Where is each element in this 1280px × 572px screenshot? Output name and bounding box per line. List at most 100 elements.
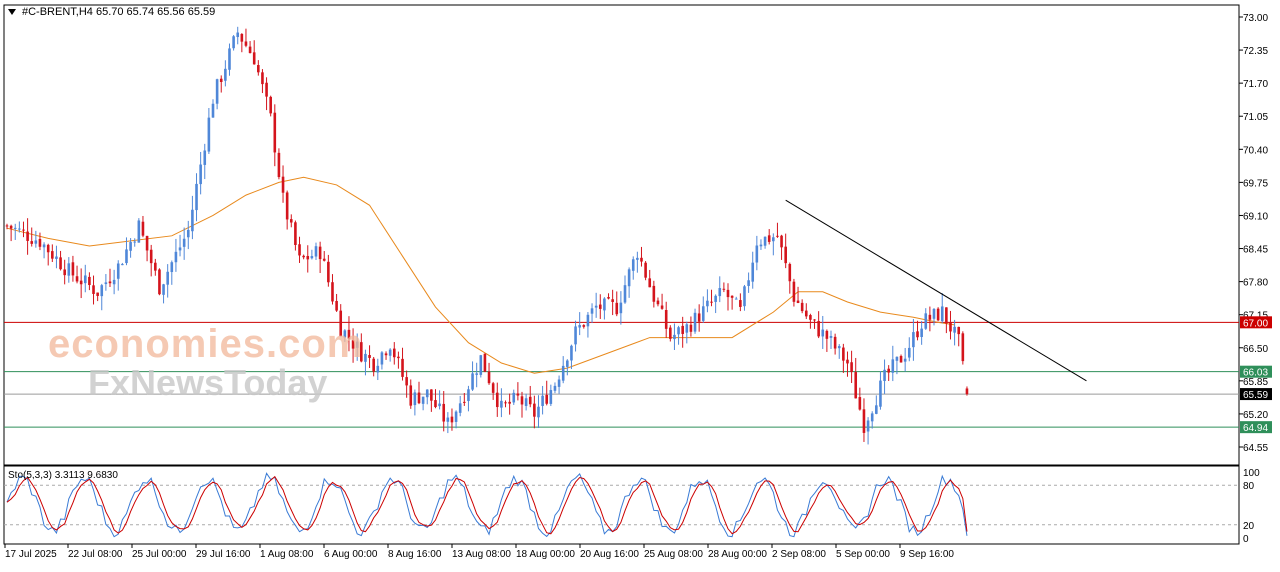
candle-body [660,305,664,309]
candle-body [722,288,726,290]
level-tag-label-resistance: 67.00 [1243,318,1268,329]
candle-body [277,152,281,178]
candle-body [792,281,796,302]
candle-body [186,229,190,238]
moving-average-group [6,176,955,374]
candle-body [891,359,895,373]
candle-body [916,331,919,338]
level-tag-resistance [1240,316,1272,329]
candle-body [582,325,586,327]
candle-body [51,251,54,259]
candle-body [170,262,174,273]
candle-body [228,48,231,70]
price-tick-label: 65.85 [1243,377,1268,388]
candle-body [772,237,775,242]
candle-body [508,401,511,404]
time-tick-label: 13 Aug 08:00 [452,549,511,560]
candle-body [450,416,454,423]
dropdown-triangle-icon[interactable] [8,9,16,16]
time-tick-label: 2 Sep 08:00 [772,549,826,560]
time-tick-label: 22 Jul 08:00 [68,549,123,560]
candle-body [116,263,120,279]
candle-body [162,284,165,295]
candle-body [479,355,483,375]
candle-body [833,336,837,349]
candle-body [627,269,631,287]
candle-body [203,150,207,165]
candle-body [364,353,367,362]
candle-body [100,285,104,297]
candle-body [578,325,581,328]
price-tick-label: 73.00 [1243,13,1268,24]
candle-body [149,249,153,264]
candle-body [318,246,322,260]
price-tick-label: 67.80 [1243,278,1268,289]
candle-body [244,41,248,46]
candle-body [63,269,66,276]
candle-body [524,398,528,406]
candle-body [829,336,833,338]
candle-body [533,403,536,417]
candle-body [590,308,594,314]
candle-body [112,279,116,285]
candle-body [141,221,145,236]
stochastic-group: 100 80 20 0 [4,468,1260,545]
candle-body [302,255,305,258]
candle-body [26,231,29,241]
candle-body [800,302,804,312]
candle-body [88,276,91,286]
candle-body [339,310,343,337]
candle-body [34,240,38,244]
candle-body [178,247,182,251]
candle-body [718,288,722,297]
candle-body [875,405,878,414]
candle-body [615,302,619,315]
time-tick-label: 25 Jul 00:00 [132,549,187,560]
level-tag-support-upper [1240,365,1272,378]
candle-body [809,315,812,320]
candle-body [434,400,437,408]
candle-body [257,65,260,73]
candle-body [520,396,524,405]
time-tick-label: 29 Jul 16:00 [196,549,251,560]
candle-body [454,411,458,422]
candle-body [75,276,79,282]
candle-body [557,379,561,387]
candle-body [767,235,771,242]
candle-body [631,259,635,271]
symbol-info: #C-BRENT,H4 65.70 65.74 65.56 65.59 [22,6,216,18]
candle-body [314,246,318,257]
candle-body [664,309,668,329]
candle-body [710,301,713,303]
candle-body [866,420,870,432]
candle-body [174,251,178,263]
candle-body [195,183,198,211]
candle-body [9,225,13,229]
time-tick-label: 18 Aug 00:00 [516,549,575,560]
candle-body [471,373,474,390]
stoch-tick-label: 20 [1243,521,1255,532]
candle-body [475,373,478,375]
candle-body [269,96,272,114]
candle-body [104,282,108,285]
candle-body [125,249,128,264]
candle-body [30,241,34,244]
candle-body [607,297,610,299]
chart-header[interactable]: #C-BRENT,H4 65.70 65.74 65.56 65.59 [8,6,215,18]
candle-body [401,358,404,377]
candle-body [405,377,408,386]
candle-body [236,32,240,38]
candle-body [561,365,565,381]
candle-body [537,406,540,418]
candle-body [13,227,17,229]
candle-body [726,289,730,298]
candle-body [331,282,334,302]
candle-body [380,352,384,365]
candle-body [623,285,627,303]
candle-body [442,403,446,422]
candle-body [817,320,820,337]
candle-body [306,255,310,260]
time-tick-label: 20 Aug 16:00 [580,549,639,560]
candle-body [59,257,62,270]
candle-body [5,225,9,227]
